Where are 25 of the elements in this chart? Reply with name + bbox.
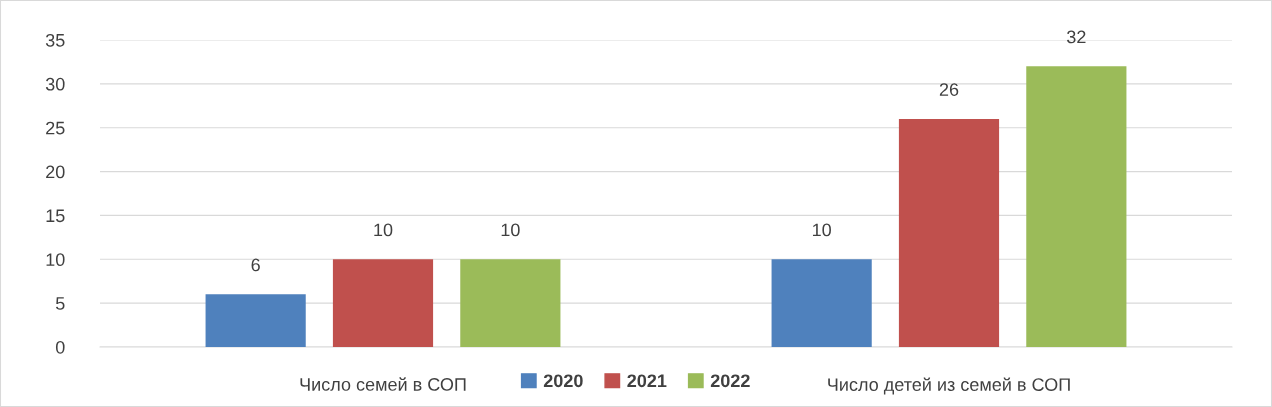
data-label: 10 — [501, 223, 520, 237]
bar — [1026, 66, 1127, 347]
data-label: 32 — [1067, 30, 1086, 44]
y-tick-label: 15 — [46, 209, 65, 223]
y-tick-label: 5 — [55, 297, 65, 310]
y-tick-label: 25 — [46, 121, 65, 135]
legend-label: 2020 — [543, 374, 583, 388]
y-tick-label: 20 — [46, 165, 65, 179]
bar — [332, 259, 434, 347]
y-tick-label: 0 — [55, 340, 65, 354]
x-tick-label: Число семей в СОП — [300, 377, 466, 391]
data-label: 26 — [939, 83, 959, 96]
bar — [205, 294, 306, 347]
bar — [771, 259, 872, 347]
data-label: 6 — [251, 258, 260, 272]
data-label: 10 — [374, 223, 393, 237]
legend-label: 2021 — [627, 374, 667, 388]
bar — [460, 259, 561, 347]
x-tick-label: Число детей из семей в СОП — [828, 377, 1070, 395]
legend-label: 2022 — [710, 374, 750, 388]
y-tick-label: 30 — [45, 77, 65, 91]
data-label: 10 — [812, 223, 831, 237]
y-tick-label: 35 — [45, 33, 65, 47]
y-tick-label: 10 — [46, 253, 65, 267]
bar — [898, 118, 1000, 347]
